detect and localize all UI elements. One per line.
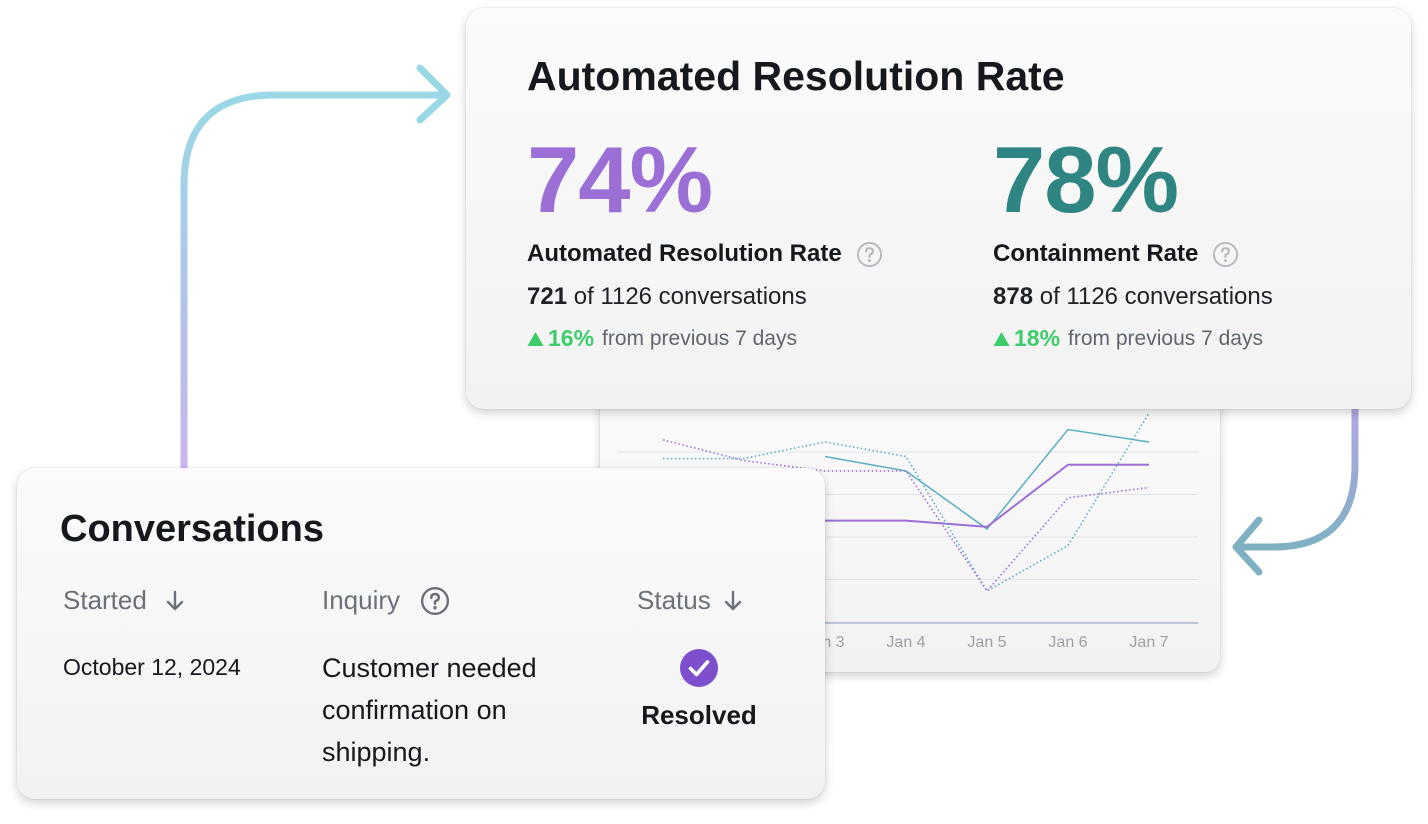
- table-cell-started: October 12, 2024: [63, 654, 241, 680]
- chart-series-line-2: [825, 463, 1149, 528]
- automated-resolution-metric: 74% Automated Resolution Rate 721 of 112…: [527, 130, 947, 352]
- metric-count-number: 721: [527, 283, 568, 310]
- x-tick-label: Jan 7: [1129, 634, 1168, 651]
- column-header-inquiry: Inquiry: [322, 585, 450, 616]
- triangle-up-icon: [993, 331, 1010, 346]
- metric-value: 78%: [993, 127, 1179, 232]
- help-icon[interactable]: [1212, 241, 1239, 268]
- metrics-card: Automated Resolution Rate 74% Automated …: [466, 8, 1411, 409]
- left-connector-line: [180, 91, 444, 474]
- metric-label: Containment Rate: [993, 240, 1199, 267]
- metric-change-suffix: from previous 7 days: [1068, 326, 1263, 350]
- metric-count-number: 878: [993, 283, 1034, 310]
- right-connector-line: [1239, 401, 1359, 551]
- metric-count: 721 of 1126 conversations: [527, 283, 947, 311]
- containment-metric: 78% Containment Rate 878 of 1126 convers…: [993, 130, 1413, 352]
- triangle-up-icon: [527, 331, 544, 346]
- arrow-down-icon[interactable]: [721, 589, 745, 613]
- table-cell-status: Resolved: [629, 648, 769, 731]
- table-cell-inquiry: Customer needed confirmation on shipping…: [322, 653, 537, 767]
- check-circle-icon: [680, 649, 718, 687]
- conversations-title: Conversations: [60, 508, 324, 550]
- right-connector-arrowhead: [1232, 516, 1263, 576]
- column-header-started[interactable]: Started: [63, 585, 187, 616]
- metric-change-percent: 18%: [1014, 325, 1061, 351]
- help-icon[interactable]: [856, 241, 883, 268]
- conversations-card: Conversations Started Inquiry Status Oct…: [17, 468, 825, 799]
- metric-count-suffix: of 1126 conversations: [1033, 283, 1273, 310]
- chart-series-line-1: [824, 428, 1150, 530]
- x-tick-label: Jan 6: [1048, 634, 1087, 651]
- metric-change: 18% from previous 7 days: [993, 325, 1413, 352]
- help-icon[interactable]: [420, 586, 450, 616]
- metric-change: 16% from previous 7 days: [527, 325, 947, 352]
- metric-label-row: Automated Resolution Rate: [527, 239, 947, 269]
- column-header-status[interactable]: Status: [637, 585, 745, 616]
- left-connector-arrowhead: [416, 64, 451, 124]
- x-tick-label: Jan 5: [967, 634, 1006, 651]
- column-header-label: Status: [637, 585, 711, 615]
- chart-series-line-3: [663, 412, 1150, 593]
- metric-count-suffix: of 1126 conversations: [567, 283, 807, 310]
- x-tick-label: Jan 4: [886, 634, 925, 651]
- column-header-label: Inquiry: [322, 585, 401, 615]
- metric-change-suffix: from previous 7 days: [602, 326, 797, 350]
- status-badge: Resolved: [641, 700, 757, 730]
- metric-value: 74%: [527, 127, 713, 232]
- metric-label: Automated Resolution Rate: [527, 240, 842, 267]
- metric-count: 878 of 1126 conversations: [993, 283, 1413, 311]
- column-header-label: Started: [63, 585, 147, 615]
- arrow-down-icon[interactable]: [163, 589, 187, 613]
- metrics-card-title: Automated Resolution Rate: [527, 53, 1065, 99]
- metric-label-row: Containment Rate: [993, 239, 1413, 269]
- metric-change-percent: 16%: [548, 325, 595, 351]
